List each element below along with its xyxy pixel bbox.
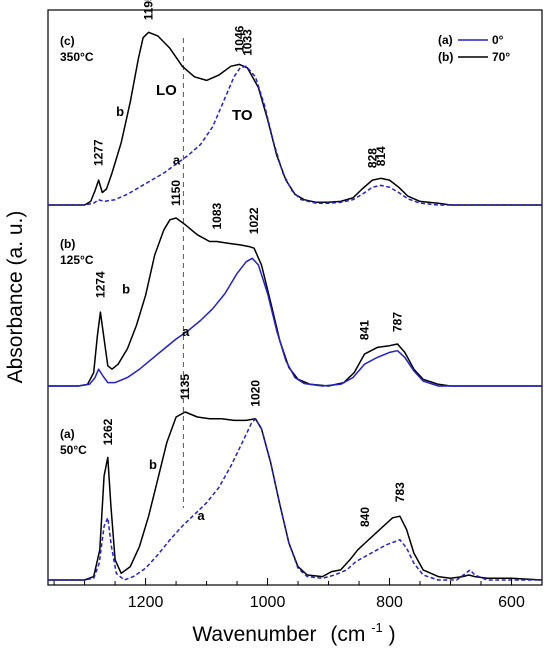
peak-label: 1135 [178, 374, 192, 400]
plot-frame [47, 9, 543, 586]
curve-label-a: a [182, 324, 190, 339]
x-tick-label: 1000 [250, 594, 286, 611]
peak-label: 1022 [247, 207, 261, 234]
peak-label: 1262 [101, 418, 115, 445]
peak-label: 1195 [142, 0, 156, 20]
peak-label: 841 [358, 320, 372, 340]
curve-label-b: b [149, 457, 157, 472]
x-axis-title: Wavenumber (cm -1 ) [192, 614, 395, 646]
peak-label: 1274 [93, 271, 107, 298]
curve-label-a: a [173, 153, 181, 168]
legend-a-label: 0° [492, 33, 504, 47]
peak-label: 1150 [169, 180, 183, 206]
peak-label: 787 [391, 312, 405, 332]
peak-label: 814 [374, 146, 388, 166]
y-axis-title: Absorbance (a. u.) [4, 211, 27, 384]
panel-b: (b) 125°C b a 1274 1150 1083 1022 841 787 [48, 180, 542, 387]
legend-a-prefix: (a) [438, 33, 453, 47]
panel-temperature: 125°C [60, 253, 94, 267]
peak-label: 1020 [248, 380, 262, 407]
series-b-line [48, 31, 542, 206]
series-a-line [48, 65, 542, 206]
panel-temperature: 50°C [60, 443, 87, 457]
curve-label-b: b [122, 282, 130, 297]
peak-label: 1046 [233, 25, 247, 52]
peak-label: 783 [393, 482, 407, 502]
x-axis-title-main: Wavenumber [192, 623, 316, 646]
curve-label-a: a [197, 508, 205, 523]
legend-b-label: 70° [492, 50, 510, 64]
lo-label: LO [156, 82, 177, 99]
panel-label: (a) [60, 427, 75, 441]
panel-temperature: 350°C [60, 50, 94, 64]
legend: (a) 0° (b) 70° [438, 33, 510, 64]
peak-label: 1277 [92, 139, 106, 166]
peak-label: 840 [358, 507, 372, 527]
series-b-line [48, 217, 542, 387]
x-tick-label: 800 [376, 594, 403, 611]
series-a-line [48, 257, 542, 387]
legend-b-prefix: (b) [438, 50, 453, 64]
series-a-line [48, 417, 542, 581]
to-label: TO [232, 107, 253, 124]
x-axis-title-unit-close: ) [389, 623, 396, 646]
panel-label: (b) [60, 237, 75, 251]
x-axis-title-unit-sup: -1 [371, 620, 383, 635]
series-b-line [48, 411, 543, 581]
peak-label: 1033 [240, 29, 254, 56]
peak-label: 1083 [210, 202, 224, 229]
curve-label-b: b [116, 104, 124, 119]
x-tick-label: 1200 [128, 594, 164, 611]
peak-label: 828 [366, 148, 380, 168]
panel-label: (c) [60, 34, 75, 48]
x-tick-label: 600 [498, 594, 525, 611]
panel-a: (a) 50°C b a 1262 1135 1020 840 783 [48, 374, 543, 581]
x-axis-title-unit: (cm [330, 623, 365, 646]
